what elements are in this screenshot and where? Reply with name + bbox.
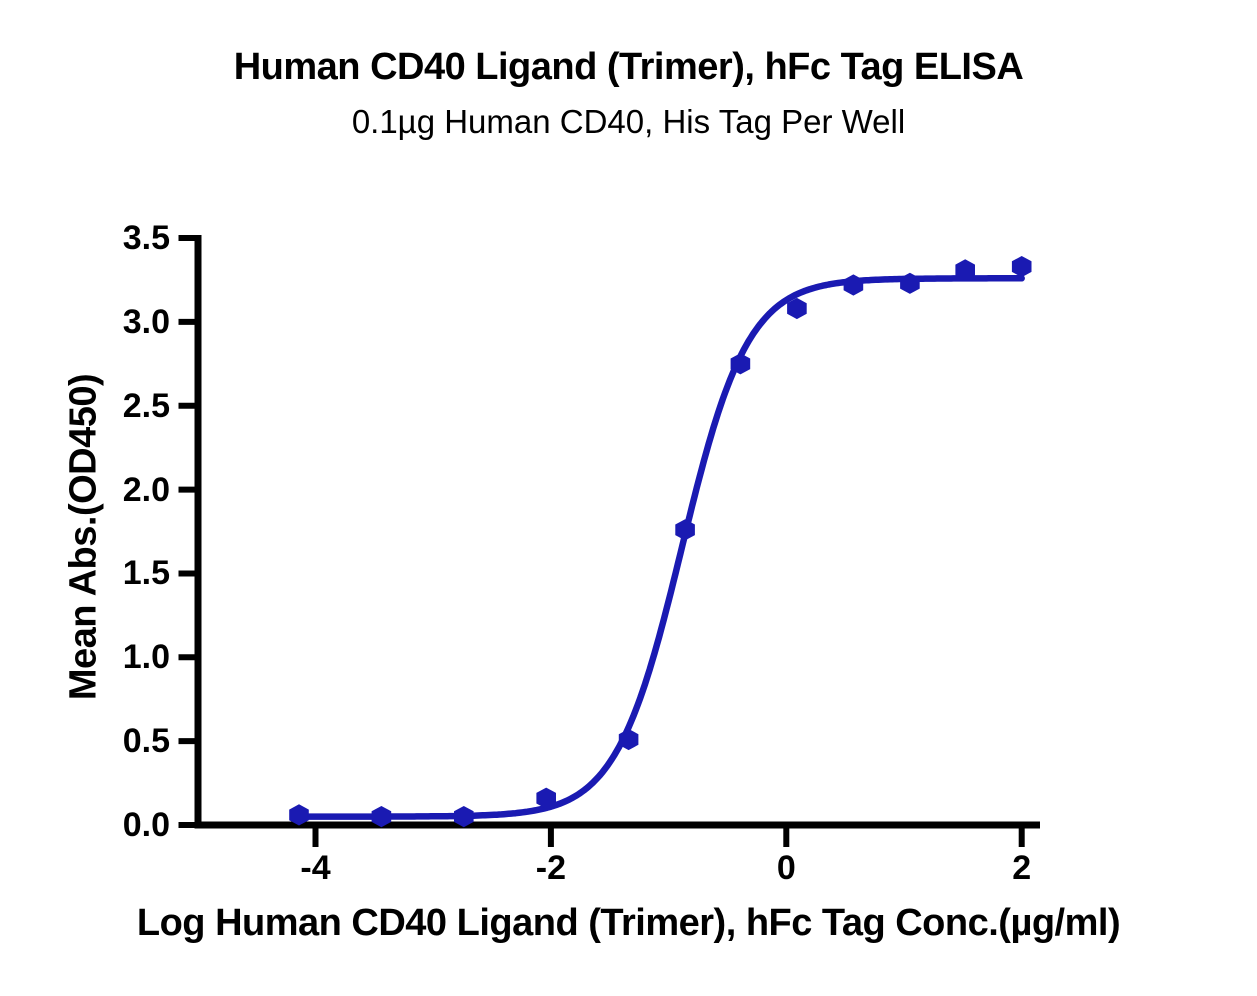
chart-subtitle: 0.1µg Human CD40, His Tag Per Well	[351, 103, 906, 140]
data-point-marker	[900, 272, 920, 294]
data-point-marker	[536, 787, 556, 809]
data-point-marker	[618, 728, 639, 751]
x-tick-label: -4	[300, 849, 331, 887]
x-tick-label: 0	[776, 849, 796, 887]
data-point-marker	[454, 806, 474, 828]
y-tick-label: 0.0	[122, 806, 170, 844]
y-tick-label: 1.5	[122, 554, 170, 593]
x-tick-label: -2	[535, 849, 567, 887]
data-point-marker	[787, 297, 807, 320]
data-point-marker	[371, 806, 392, 828]
y-tick-label: 0.5	[122, 722, 170, 761]
data-point-marker	[955, 259, 975, 281]
y-tick-label: 2.0	[122, 470, 170, 509]
data-point-marker	[675, 519, 695, 541]
data-point-marker	[843, 274, 864, 296]
fit-curve	[295, 275, 1025, 820]
data-point-marker	[730, 353, 751, 375]
y-tick-label: 2.5	[122, 386, 170, 425]
y-tick-label: 3.0	[122, 302, 170, 341]
data-point-marker	[1011, 256, 1032, 278]
data-point-marker	[289, 804, 309, 826]
x-tick-label: 2	[1012, 849, 1032, 887]
y-tick-label: 3.5	[122, 219, 170, 258]
y-tick-label: 1.0	[122, 638, 170, 677]
chart-title: Human CD40 Ligand (Trimer), hFc Tag ELIS…	[233, 46, 1024, 88]
x-axis-title: Log Human CD40 Ligand (Trimer), hFc Tag …	[136, 902, 1121, 944]
